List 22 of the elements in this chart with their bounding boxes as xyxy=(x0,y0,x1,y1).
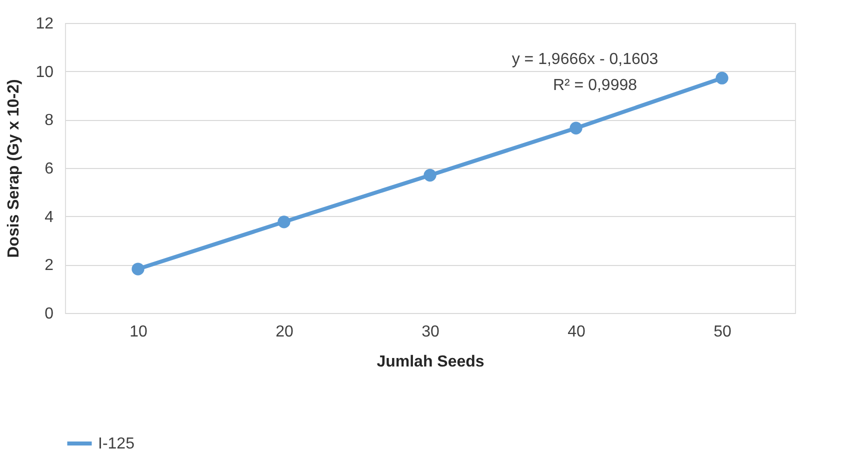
x-tick-label: 20 xyxy=(276,324,294,340)
y-tick-label: 2 xyxy=(44,257,54,274)
x-tick-label: 40 xyxy=(568,324,586,340)
y-tick-label: 6 xyxy=(44,160,54,178)
point xyxy=(570,122,582,134)
y-tick-label: 0 xyxy=(44,306,54,322)
x-tick-label: 10 xyxy=(130,324,148,340)
y-tick-label: 8 xyxy=(44,112,54,130)
y-tick-label: 10 xyxy=(36,64,54,81)
x-tick-label: 30 xyxy=(422,324,440,340)
point xyxy=(278,216,290,228)
annotation: R² = 0,9998 xyxy=(552,77,638,94)
point xyxy=(716,72,728,84)
legend-label: I-125 xyxy=(98,436,135,452)
annotation: y = 1,9666x - 0,1603 xyxy=(512,51,658,68)
point xyxy=(132,262,144,276)
x-axis-title: Jumlah Seeds xyxy=(376,354,484,370)
y-tick-label: 12 xyxy=(36,16,54,32)
x-tick-label: 50 xyxy=(714,324,732,340)
point xyxy=(424,168,436,182)
y-axis-title: Dosis Serap (Gy x 10-2) xyxy=(6,79,23,258)
y-tick-label: 4 xyxy=(44,208,54,226)
